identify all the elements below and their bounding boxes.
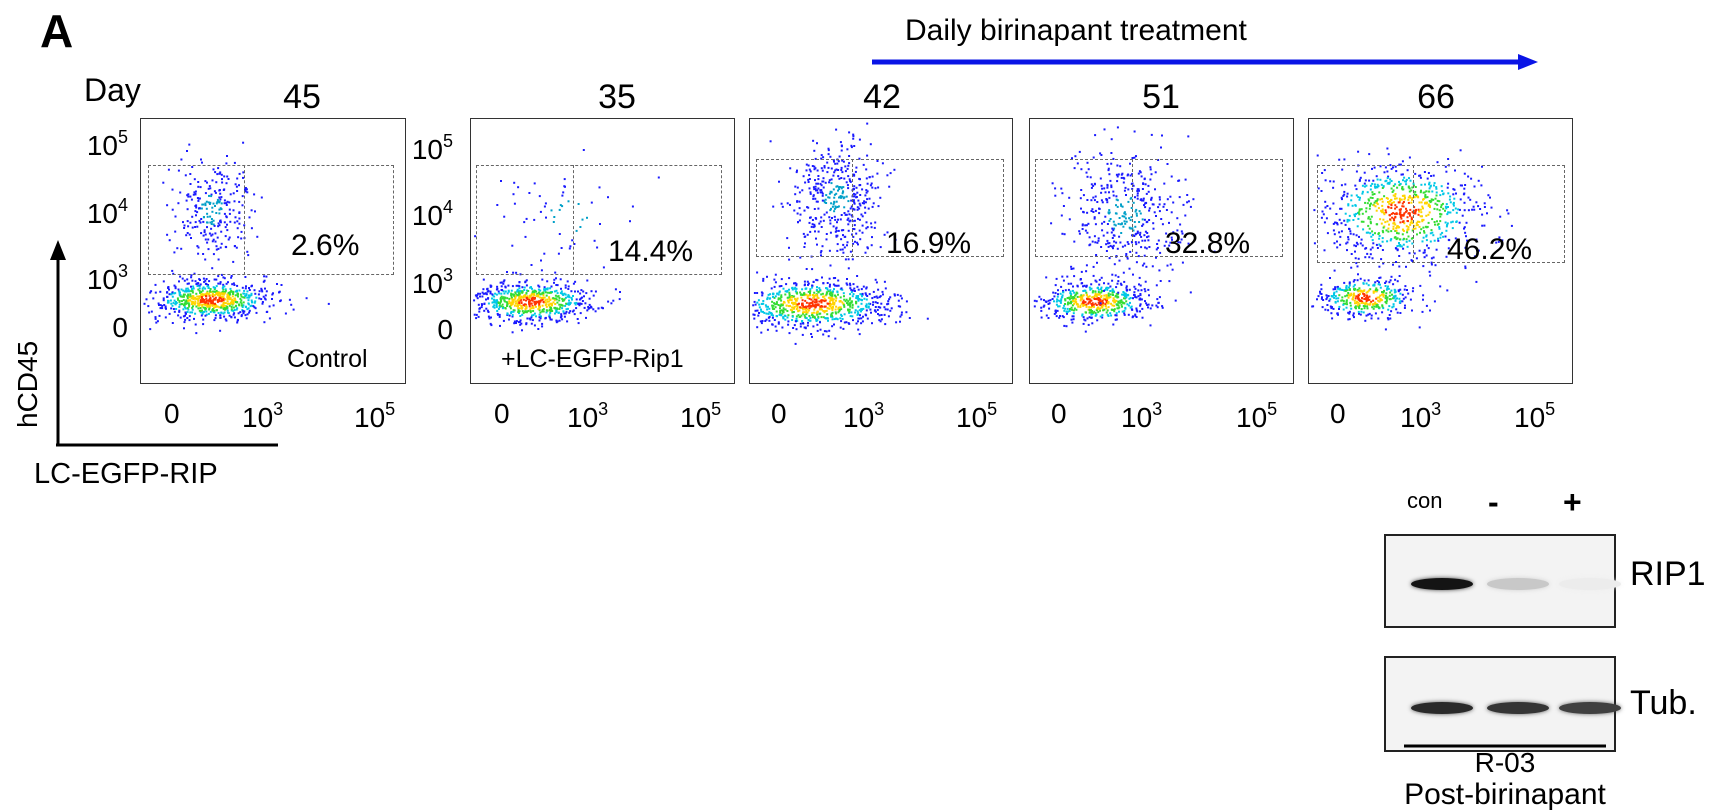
blot-band bbox=[1411, 578, 1473, 590]
y-tick-label: 103 bbox=[86, 261, 128, 295]
scatter-layer bbox=[473, 149, 660, 334]
flow-plot-control: 2.6% Control bbox=[140, 118, 406, 384]
y-tick-label: 0 bbox=[437, 314, 453, 345]
scatter-layer bbox=[752, 122, 929, 345]
gate-divider bbox=[573, 165, 574, 275]
day-number: 45 bbox=[283, 78, 321, 116]
gate-box bbox=[476, 165, 722, 275]
lane-label-minus: - bbox=[1488, 484, 1499, 520]
blot-band bbox=[1487, 578, 1549, 590]
lane-label-con: con bbox=[1407, 488, 1443, 513]
y-tick-label: 104 bbox=[86, 195, 128, 229]
gate-divider bbox=[852, 159, 853, 257]
y-tick-label: 105 bbox=[411, 131, 453, 165]
x-tick-label: 0 bbox=[771, 398, 787, 429]
y-tick-label: 0 bbox=[112, 312, 128, 343]
lane-label-plus: + bbox=[1563, 484, 1582, 520]
flow-plot-day42: 16.9% bbox=[749, 118, 1013, 384]
blot-band bbox=[1559, 702, 1621, 714]
x-tick-label: 105 bbox=[1236, 399, 1278, 433]
flow-plot-rip1: 14.4% +LC-EGFP-Rip1 bbox=[470, 118, 735, 384]
gate-box bbox=[148, 165, 394, 275]
day-number: 35 bbox=[598, 78, 636, 116]
condition-label: Post-birinapant bbox=[1404, 778, 1606, 811]
treatment-arrow bbox=[872, 54, 1538, 70]
x-tick-label: 103 bbox=[567, 399, 609, 433]
scatter-layer bbox=[143, 141, 330, 335]
x-tick-label: 0 bbox=[494, 398, 510, 429]
x-tick-label: 0 bbox=[1330, 398, 1346, 429]
gate-divider bbox=[1413, 165, 1414, 263]
x-axis-label: LC-EGFP-RIP bbox=[34, 458, 218, 490]
x-tick-label: 105 bbox=[354, 399, 396, 433]
treatment-label: Daily birinapant treatment bbox=[905, 14, 1247, 47]
gate-divider bbox=[1132, 159, 1133, 257]
axis-arrow bbox=[50, 240, 278, 447]
blot-rip1 bbox=[1384, 534, 1621, 628]
x-tick-label: 103 bbox=[242, 399, 284, 433]
percent-label: 2.6% bbox=[291, 229, 360, 262]
gate-box bbox=[1317, 165, 1565, 263]
x-tick-label: 103 bbox=[1121, 399, 1163, 433]
day-number: 42 bbox=[863, 78, 901, 116]
percent-label: 16.9% bbox=[886, 227, 972, 260]
plot-annotation: Control bbox=[287, 345, 368, 373]
y-tick-label: 104 bbox=[411, 197, 453, 231]
day-number: 66 bbox=[1417, 78, 1455, 116]
gate-box bbox=[756, 159, 1004, 257]
gate-divider bbox=[244, 165, 245, 275]
flow-plot-day66: 46.2% bbox=[1308, 118, 1573, 384]
x-tick-label: 105 bbox=[1514, 399, 1556, 433]
percent-label: 46.2% bbox=[1447, 233, 1533, 266]
scatter-layer bbox=[1311, 147, 1513, 331]
x-tick-label: 105 bbox=[956, 399, 998, 433]
y-tick-label: 105 bbox=[86, 127, 128, 161]
blot-band bbox=[1559, 578, 1621, 590]
x-tick-label: 0 bbox=[164, 398, 180, 429]
percent-label: 32.8% bbox=[1165, 227, 1251, 260]
x-tick-label: 105 bbox=[680, 399, 722, 433]
band-label-rip1: RIP1 bbox=[1630, 555, 1706, 593]
blot-band bbox=[1411, 702, 1473, 714]
sample-underline bbox=[1404, 744, 1606, 748]
day-label: Day bbox=[84, 72, 141, 108]
y-tick-label: 103 bbox=[411, 265, 453, 299]
flow-plot-day51: 32.8% bbox=[1029, 118, 1294, 384]
day-number: 51 bbox=[1142, 78, 1180, 116]
blot-tubulin bbox=[1384, 656, 1621, 752]
panel-letter: A bbox=[40, 5, 74, 57]
scatter-layer bbox=[1033, 126, 1216, 333]
band-label-tubulin: Tub. bbox=[1630, 684, 1697, 722]
x-tick-label: 0 bbox=[1051, 398, 1067, 429]
sample-label: R-03 bbox=[1474, 747, 1536, 778]
y-axis-label: hCD45 bbox=[12, 340, 43, 428]
blot-band bbox=[1487, 702, 1549, 714]
plot-annotation: +LC-EGFP-Rip1 bbox=[501, 345, 684, 373]
x-tick-label: 103 bbox=[1400, 399, 1442, 433]
percent-label: 14.4% bbox=[608, 235, 694, 268]
gate-box bbox=[1035, 159, 1283, 257]
x-tick-label: 103 bbox=[843, 399, 885, 433]
